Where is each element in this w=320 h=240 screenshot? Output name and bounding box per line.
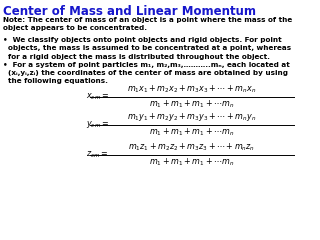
Text: $m_1y_1 + m_2y_2 + m_3y_3 + \cdots + m_ny_n$: $m_1y_1 + m_2y_2 + m_3y_3 + \cdots + m_n…: [127, 111, 257, 123]
Text: •  For a system of point particles m₁, m₂,m₃,………..mₙ, each located at
  (xᵢ,yᵢ,z: • For a system of point particles m₁, m₂…: [3, 62, 290, 84]
Text: •  We classify objects onto point objects and rigid objects. For point
  objects: • We classify objects onto point objects…: [3, 37, 291, 60]
Text: Note: The center of mass of an object is a point where the mass of the
object ap: Note: The center of mass of an object is…: [3, 17, 292, 31]
Text: $x_{cm} =$: $x_{cm} =$: [86, 92, 109, 102]
Text: $m_1 + m_1 + m_1 + \cdots m_n$: $m_1 + m_1 + m_1 + \cdots m_n$: [149, 127, 235, 138]
Text: $z_{cm} =$: $z_{cm} =$: [86, 150, 109, 160]
Text: $m_1 + m_1 + m_1 + \cdots m_n$: $m_1 + m_1 + m_1 + \cdots m_n$: [149, 157, 235, 168]
Text: $m_1z_1 + m_2z_2 + m_3z_3 + \cdots + m_nz_n$: $m_1z_1 + m_2z_2 + m_3z_3 + \cdots + m_n…: [128, 142, 256, 153]
Text: $m_1x_1 + m_2x_2 + m_3x_3 + \cdots + m_nx_n$: $m_1x_1 + m_2x_2 + m_3x_3 + \cdots + m_n…: [127, 84, 257, 95]
Text: Center of Mass and Linear Momentum: Center of Mass and Linear Momentum: [3, 5, 256, 18]
Text: $y_{cm} =$: $y_{cm} =$: [86, 120, 109, 131]
Text: $m_1 + m_1 + m_1 + \cdots m_n$: $m_1 + m_1 + m_1 + \cdots m_n$: [149, 99, 235, 110]
